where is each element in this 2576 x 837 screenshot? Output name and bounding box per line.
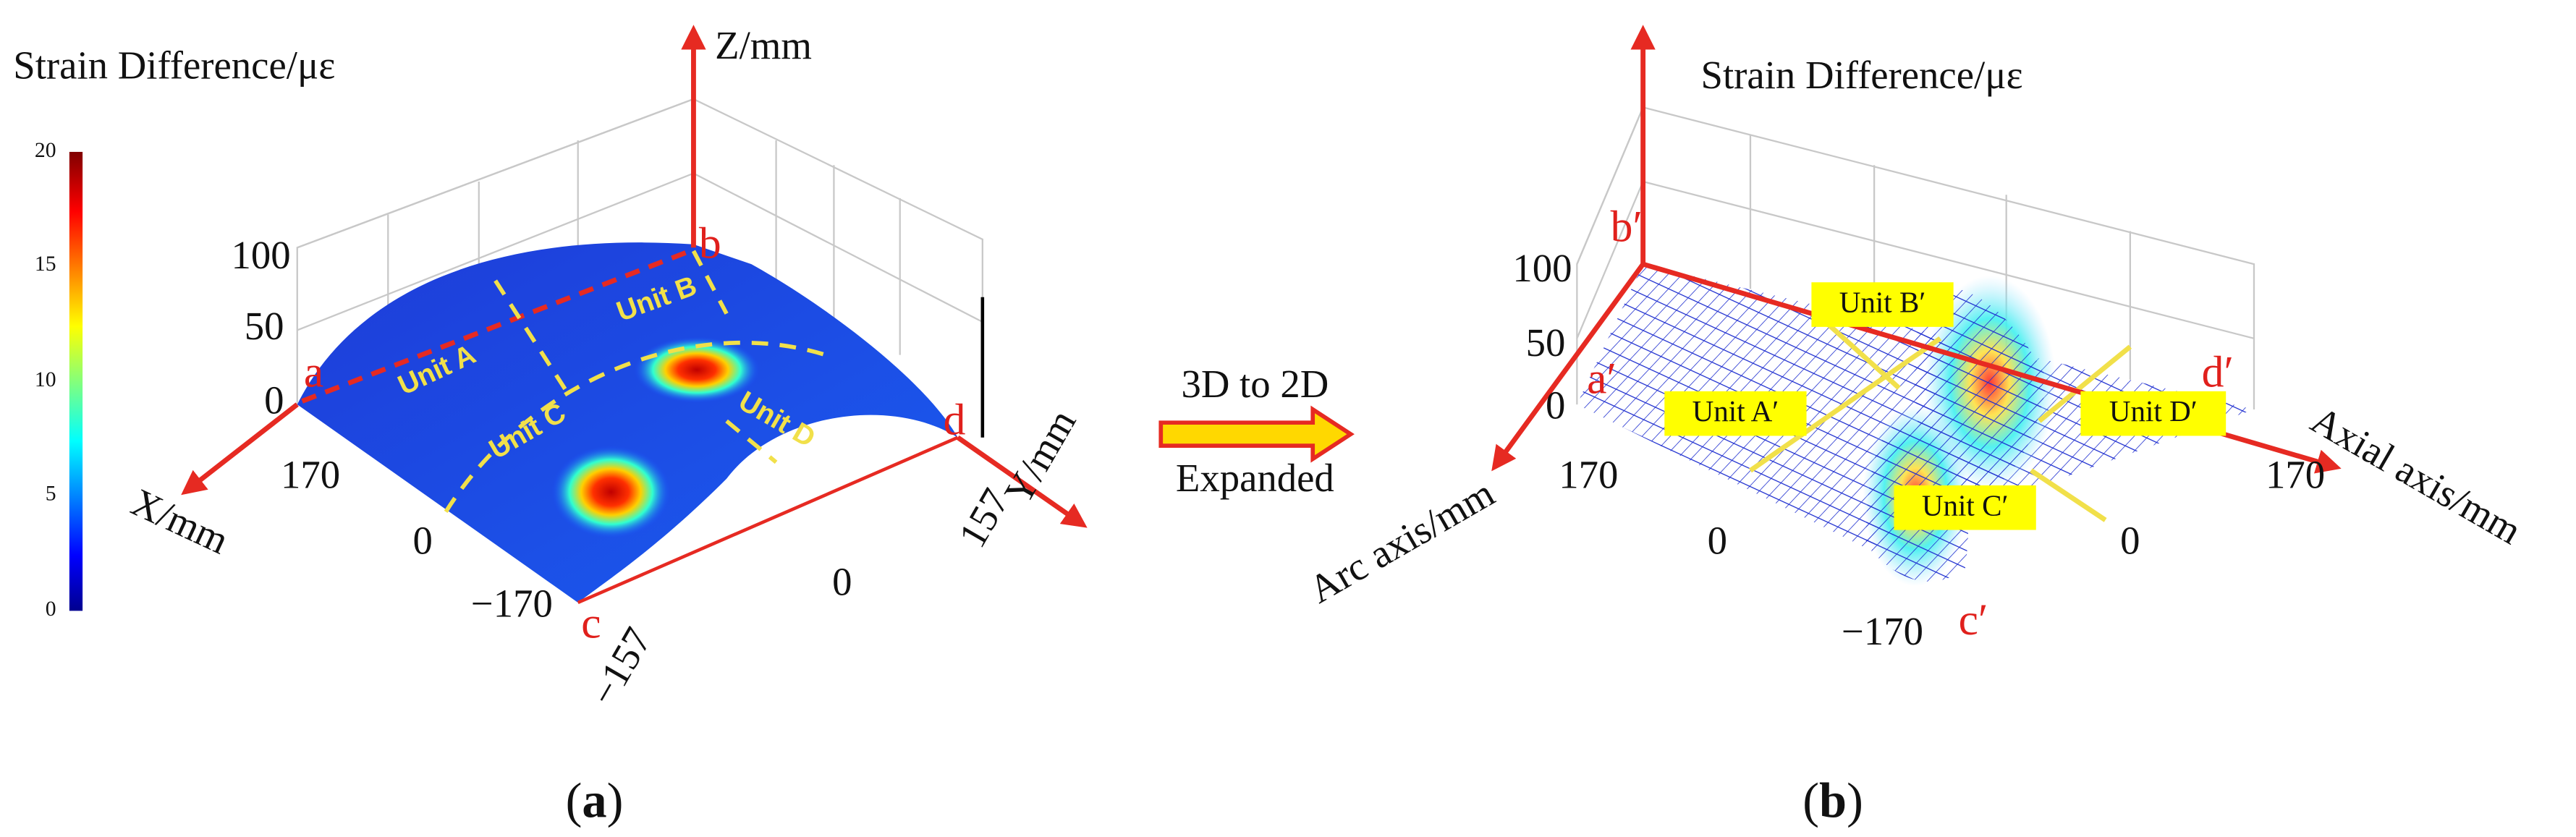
unit-box (2080, 391, 2227, 436)
colorbar-tick: 5 (46, 482, 56, 505)
z-tick: 100 (1512, 246, 1572, 290)
z-tick: 50 (1526, 320, 1566, 365)
z-tick: 0 (1546, 383, 1565, 428)
axial-tick: 170 (2266, 452, 2325, 496)
box-grid (1576, 106, 2255, 409)
panel-b: Strain Difference/με 0 50 100 Arc axis/m… (1301, 25, 2529, 828)
colorbar-tick: 10 (35, 368, 56, 391)
corner-label: c (581, 598, 601, 647)
unit-label: Unit D′ (2109, 394, 2198, 428)
arc-tick: −170 (1842, 609, 1923, 653)
colorbar-tick: 20 (35, 139, 56, 162)
x-tick: 170 (281, 452, 340, 496)
corner-label: b (699, 218, 721, 268)
caption: (a) (566, 773, 624, 828)
arrow-label: 3D to 2D (1181, 362, 1329, 406)
dashed-line (301, 248, 692, 404)
x-axis (181, 402, 299, 496)
y-tick: 0 (832, 560, 852, 604)
unit-boundary (1749, 312, 2132, 522)
colorbar (69, 151, 83, 611)
colorbar-tick: 0 (46, 598, 56, 621)
strain-surface (297, 242, 958, 603)
corner-label: c′ (1959, 595, 1988, 645)
colorbar-tick: 15 (35, 252, 56, 276)
unit-box (1894, 485, 2036, 530)
unit-label: Unit C′ (1922, 488, 2009, 522)
arc-tick: 170 (1559, 452, 1618, 496)
corner-label: d′ (2202, 347, 2234, 396)
hot-spot (551, 446, 671, 538)
x-label: X/mm (125, 480, 236, 562)
y-axis (956, 435, 1088, 528)
panel-a: Strain Difference/με 0 5 10 15 20 Z/mm 0… (13, 23, 1088, 828)
unit-box (1811, 282, 1954, 327)
corner-label: a (304, 347, 323, 396)
caption: (b) (1802, 773, 1863, 828)
block-arrow (1158, 405, 1355, 463)
axial-tick: 0 (2120, 519, 2140, 563)
transform-arrow: 3D to 2D Expanded (1158, 362, 1355, 500)
z-tick: 0 (264, 378, 284, 422)
z-label: Z/mm (715, 23, 812, 67)
unit-label: Unit A′ (1692, 394, 1779, 428)
x-tick: −170 (471, 581, 553, 625)
z-tick: 50 (245, 304, 284, 348)
unit-boundary (444, 250, 826, 513)
arc-tick: 0 (1708, 519, 1727, 563)
unit-label: Unit B′ (1839, 286, 1926, 319)
corner-label: d (944, 396, 966, 445)
axial-label: Axial axis/mm (2304, 397, 2529, 553)
z-tick: 100 (232, 233, 291, 277)
corner-label: b′ (1611, 203, 1643, 252)
corner-label: a′ (1587, 354, 1617, 404)
x-tick: 0 (413, 519, 433, 563)
colorbar-title: Strain Difference/με (13, 43, 335, 87)
edge (577, 436, 959, 605)
arrow-label: Expanded (1176, 456, 1334, 500)
z-label: Strain Difference/με (1701, 53, 2023, 97)
y-label: Y/mm (996, 402, 1085, 512)
hot-spot (634, 336, 760, 403)
arc-axis (1491, 263, 1645, 472)
unit-box (1664, 391, 1807, 436)
